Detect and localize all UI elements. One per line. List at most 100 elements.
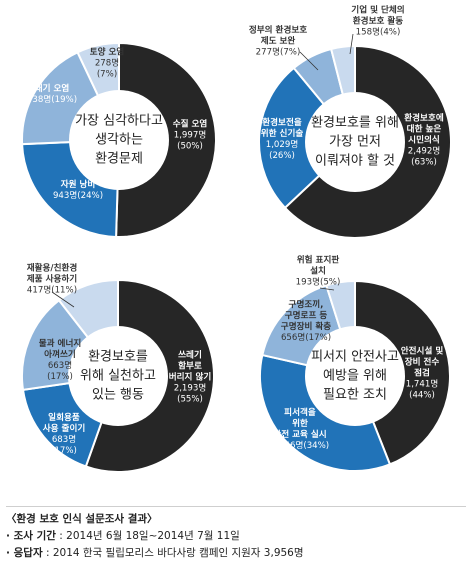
slice-label: 쓰레기 함부로 버리지 않기 2,193명 (55%) [169, 351, 212, 406]
slice-label: 위험 표지판 설치 193명(5%) [296, 256, 341, 289]
slice-name-line: 위한 [292, 419, 308, 429]
donut-hole [68, 326, 168, 426]
slice-percent: (55%) [177, 394, 203, 405]
slice-value: 683명 [51, 435, 77, 445]
chart-title-line: 있는 행동 [92, 387, 144, 403]
slice-name-line: 위한 신기술 [260, 129, 304, 139]
slice-name-line: 점검 [414, 368, 430, 379]
survey-respondents-value: : 2014 한국 필립모리스 바다사랑 캠페인 지원자 3,956명 [42, 547, 304, 559]
leader-line [51, 291, 75, 308]
slice-name-line: 구명로프 등 [284, 311, 328, 321]
slice-name-line: 피서객을 [284, 408, 316, 418]
chart-title-line: 환경문제 [95, 151, 143, 167]
chart-title: 환경보호를 위해 실천하고 있는 행동 [58, 348, 178, 405]
slice-value: 158명(4%) [355, 27, 401, 38]
chart-title-line: 피서지 안전사고 [311, 349, 399, 365]
leader-line [319, 287, 335, 291]
chart-3 [21, 278, 215, 473]
slice-value: 1,997명 [173, 130, 207, 141]
slice-name-line: 안전시설 및 [400, 346, 444, 357]
slice-value: 193명(5%) [295, 277, 341, 288]
slice-value: 1,741명 [405, 379, 439, 390]
survey-period: · 조사 기간 : 2014년 6월 18일~2014년 7월 11일 [6, 528, 466, 545]
slice-name-line: 구명장비 확충 [280, 322, 332, 332]
slice-value: 943명(24%) [52, 191, 104, 201]
slice-label: 기업 및 단체의 환경보호 활동 158명(4%) [351, 6, 404, 39]
slice-name: 자원 낭비 [60, 180, 96, 190]
slice-name-line: 환경보호 활동 [352, 16, 404, 27]
slice-name-line: 설치 [310, 266, 326, 277]
slice-value: 1,029명 [265, 140, 299, 150]
slice-value: 278명 [94, 58, 120, 69]
chart-title-line: 가장 심각하다고 [75, 113, 163, 129]
slice-label: 환경보호에 대한 높은 시민의식 2,492명 (63%) [404, 114, 444, 169]
slice-name-line: 기업 및 단체의 [351, 5, 405, 16]
slice-percent: (17%) [47, 372, 73, 382]
slice-percent: (26%) [269, 151, 295, 161]
slice-label: 물과 에너지 아껴쓰기 663명 (17%) [39, 339, 82, 383]
chart-title-line: 생각하는 [95, 132, 143, 148]
slice-value: 2,193명 [173, 383, 207, 394]
chart-2 [258, 44, 452, 239]
survey-period-label: · 조사 기간 [6, 530, 56, 542]
slice-percent: (63%) [411, 157, 437, 168]
charts-canvas [21, 33, 452, 473]
slice-name-line: 안전 교육 실시 [273, 430, 327, 440]
survey-respondents-label: · 응답자 [6, 547, 43, 559]
chart-title-line: 가장 먼저 [329, 134, 381, 150]
chart-title-line: 이뤄져야 할 것 [314, 153, 396, 169]
slice-label: 재활용/친환경 제품 사용하기 417명(11%) [27, 264, 78, 297]
slice-value: 277명(7%) [255, 47, 301, 58]
slice-label: 자원 낭비 943명(24%) [53, 180, 103, 202]
donut-hole [69, 90, 169, 190]
slice-label: 대기 오염 738명(19%) [27, 84, 77, 106]
slice-name-line: 아껴쓰기 [44, 350, 76, 360]
slice-label: 일회용품 사용 줄이기 683명 (17%) [43, 413, 86, 457]
slice-value: 656명(17%) [280, 333, 332, 343]
survey-respondents: · 응답자 : 2014 한국 필립모리스 바다사랑 캠페인 지원자 3,956… [6, 545, 466, 562]
footer-title: 〈환경 보호 인식 설문조사 결과〉 [6, 513, 158, 525]
slice-label: 토양 오염 278명 (7%) [90, 48, 125, 81]
chart-4 [259, 279, 451, 472]
chart-title-line: 환경보호를 위해 [311, 115, 399, 131]
slice-label: 정부의 환경보호 제도 보완 277명(7%) [249, 26, 307, 59]
chart-title-line: 위해 실천하고 [80, 368, 156, 384]
slice-name-line: 환경보전을 [262, 118, 302, 128]
slice-label: 환경보전을 위한 신기술 1,029명 (26%) [261, 118, 304, 162]
leader-line [299, 51, 319, 71]
slice-name-line: 제품 사용하기 [26, 274, 78, 285]
slice-percent: (44%) [409, 390, 435, 401]
slice-label: 구명조끼, 구명로프 등 구명장비 확충 656명(17%) [281, 300, 331, 344]
footer-divider [6, 506, 466, 507]
chart-1 [21, 41, 217, 238]
chart-title: 피서지 안전사고 예방을 위해 필요한 조치 [295, 348, 415, 405]
slice-name-line: 물과 에너지 [38, 339, 82, 349]
slice-name-line: 사용 줄이기 [42, 424, 86, 434]
leader-lines [51, 33, 354, 308]
slice-label: 피서객을 위한 안전 교육 실시 1,366명(34%) [271, 408, 329, 452]
slice-name-line: 버리지 않기 [168, 372, 212, 383]
slice-value: 417명(11%) [26, 285, 78, 296]
slice-value: 2,492명 [407, 146, 441, 157]
slice-name-line: 구명조끼, [288, 300, 324, 310]
slice-name-line: 정부의 환경보호 [248, 25, 308, 36]
slice-name-line: 함부로 [178, 361, 202, 372]
slice-percent: (50%) [177, 141, 203, 152]
slice-name: 토양 오염 [89, 47, 125, 58]
slice-label: 수질 오염 1,997명 (50%) [173, 120, 208, 153]
slice-name-line: 제도 보완 [260, 36, 296, 47]
slice-name-line: 장비 전수 [404, 357, 440, 368]
slice-name-line: 쓰레기 [178, 350, 202, 361]
slice-percent: (17%) [51, 446, 77, 456]
donut-hole [305, 326, 405, 426]
slice-name-line: 일회용품 [48, 413, 80, 423]
slice-label: 안전시설 및 장비 전수 점검 1,741명 (44%) [401, 347, 444, 402]
survey-period-value: : 2014년 6월 18일~2014년 7월 11일 [55, 530, 240, 542]
slice-name-line: 대한 높은 [406, 124, 442, 135]
slice-value: 663명 [47, 361, 73, 371]
donut-hole [305, 92, 405, 192]
slice-name-line: 환경보호에 [404, 113, 444, 124]
slice-name-line: 위험 표지판 [296, 255, 340, 266]
slice-name: 대기 오염 [34, 84, 70, 94]
